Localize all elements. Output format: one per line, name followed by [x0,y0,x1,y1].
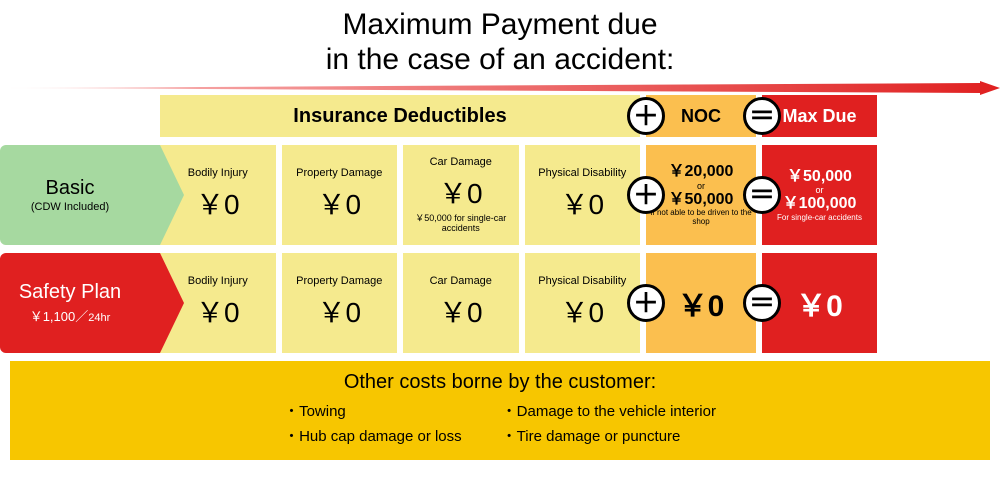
plus-safety: ＋ [624,253,668,353]
header-row: Insurance Deductibles ＋ NOC ＝ Max Due [0,95,1000,137]
equals-header: ＝ [740,95,784,137]
plus-icon: ＋ [627,176,665,214]
equals-icon: ＝ [743,284,781,322]
plus-basic: ＋ [624,145,668,245]
other-item: Damage to the vehicle interior [502,400,716,421]
safety-price: ￥1,100／24hr [30,306,111,325]
equals-icon: ＝ [743,176,781,214]
title-line-2: in the case of an accident: [326,43,675,76]
header-deductibles: Insurance Deductibles [160,95,640,137]
other-item: Tire damage or puncture [502,425,716,446]
other-title: Other costs borne by the customer: [30,371,970,394]
chevron-right-icon [160,253,184,353]
equals-safety: ＝ [740,253,784,353]
other-item: Hub cap damage or loss [284,425,462,446]
safety-deductibles: Bodily Injury ￥0 Property Damage ￥0 Car … [160,253,640,353]
basic-cell-disability: Physical Disability ￥0 [525,145,641,245]
plan-row-basic: Basic (CDW Included) Bodily Injury ￥0 Pr… [0,145,1000,245]
safety-cell-disability: Physical Disability ￥0 [525,253,641,353]
basic-name: Basic [46,178,95,199]
arrow-divider [0,81,1000,95]
other-list: Towing Damage to the vehicle interior Hu… [30,400,970,446]
plus-icon: ＋ [627,284,665,322]
main-title: Maximum Payment due in the case of an ac… [0,0,1000,77]
chevron-right-icon [160,145,184,245]
safety-name: Safety Plan [19,282,121,303]
plan-label-basic: Basic (CDW Included) [0,145,160,245]
safety-cell-car: Car Damage ￥0 [403,253,519,353]
plan-row-safety: Safety Plan ￥1,100／24hr Bodily Injury ￥0… [0,253,1000,353]
plus-header: ＋ [624,95,668,137]
plan-label-safety: Safety Plan ￥1,100／24hr [0,253,160,353]
other-item: Towing [284,400,462,421]
basic-sub: (CDW Included) [31,201,109,213]
title-line-1: Maximum Payment due [342,8,657,41]
basic-deductibles: Bodily Injury ￥0 Property Damage ￥0 Car … [160,145,640,245]
plus-icon: ＋ [627,97,665,135]
equals-icon: ＝ [743,97,781,135]
header-spacer [0,95,160,137]
safety-cell-property: Property Damage ￥0 [282,253,398,353]
basic-cell-property: Property Damage ￥0 [282,145,398,245]
other-costs-box: Other costs borne by the customer: Towin… [10,361,990,460]
equals-basic: ＝ [740,145,784,245]
basic-cell-car: Car Damage ￥0 ￥50,000 for single-car acc… [403,145,519,245]
